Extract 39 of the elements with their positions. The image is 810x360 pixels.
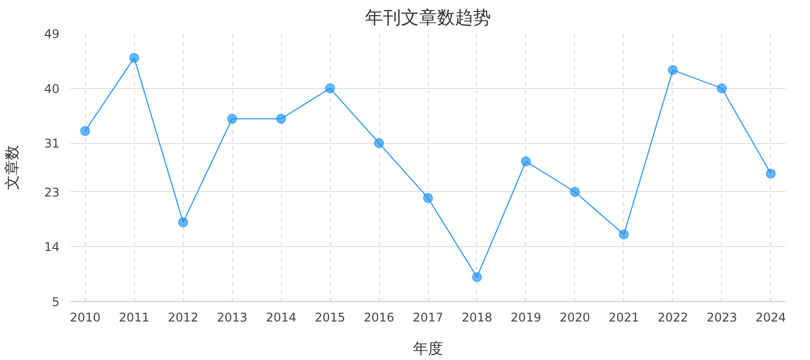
y-tick-label: 40 xyxy=(44,82,60,96)
x-tick-label: 2017 xyxy=(412,310,444,324)
x-tick-label: 2015 xyxy=(314,310,346,324)
y-tick-label: 23 xyxy=(44,185,60,200)
x-tick-label: 2011 xyxy=(118,310,150,324)
x-tick-label: 2024 xyxy=(756,310,786,324)
x-tick-label: 2014 xyxy=(266,310,296,324)
point xyxy=(325,83,336,94)
x-tick-label: 2021 xyxy=(608,310,640,324)
point xyxy=(668,65,678,76)
y-tick-label: 14 xyxy=(44,240,60,254)
y-tick-label: 49 xyxy=(44,27,60,41)
x-tick-label: 2010 xyxy=(70,310,100,324)
x-tick-label: 2018 xyxy=(462,310,492,324)
point xyxy=(80,126,90,136)
point xyxy=(227,114,238,124)
point xyxy=(129,52,140,63)
point xyxy=(618,230,629,240)
y-tick-label: 5 xyxy=(52,295,60,309)
point xyxy=(178,217,188,228)
point xyxy=(766,168,776,179)
x-tick-label: 2022 xyxy=(658,310,688,324)
x-tick-label: 2016 xyxy=(364,310,394,324)
x-tick-label: 2013 xyxy=(216,310,248,324)
point xyxy=(520,156,531,166)
point xyxy=(423,192,433,203)
x-tick-label: 2020 xyxy=(560,310,590,324)
x-tick-label: 2023 xyxy=(706,310,738,324)
point xyxy=(472,272,482,282)
y-tick-label: 31 xyxy=(44,136,60,151)
point xyxy=(276,114,286,124)
x-axis-title: 年度 xyxy=(413,340,443,358)
point xyxy=(716,83,727,94)
point xyxy=(570,186,580,197)
point xyxy=(374,138,384,148)
y-axis-title: 文章数 xyxy=(3,145,22,190)
x-tick-label: 2019 xyxy=(510,310,542,324)
chart-title: 年刊文章数趋势 xyxy=(365,8,491,28)
x-tick-label: 2012 xyxy=(168,310,198,324)
